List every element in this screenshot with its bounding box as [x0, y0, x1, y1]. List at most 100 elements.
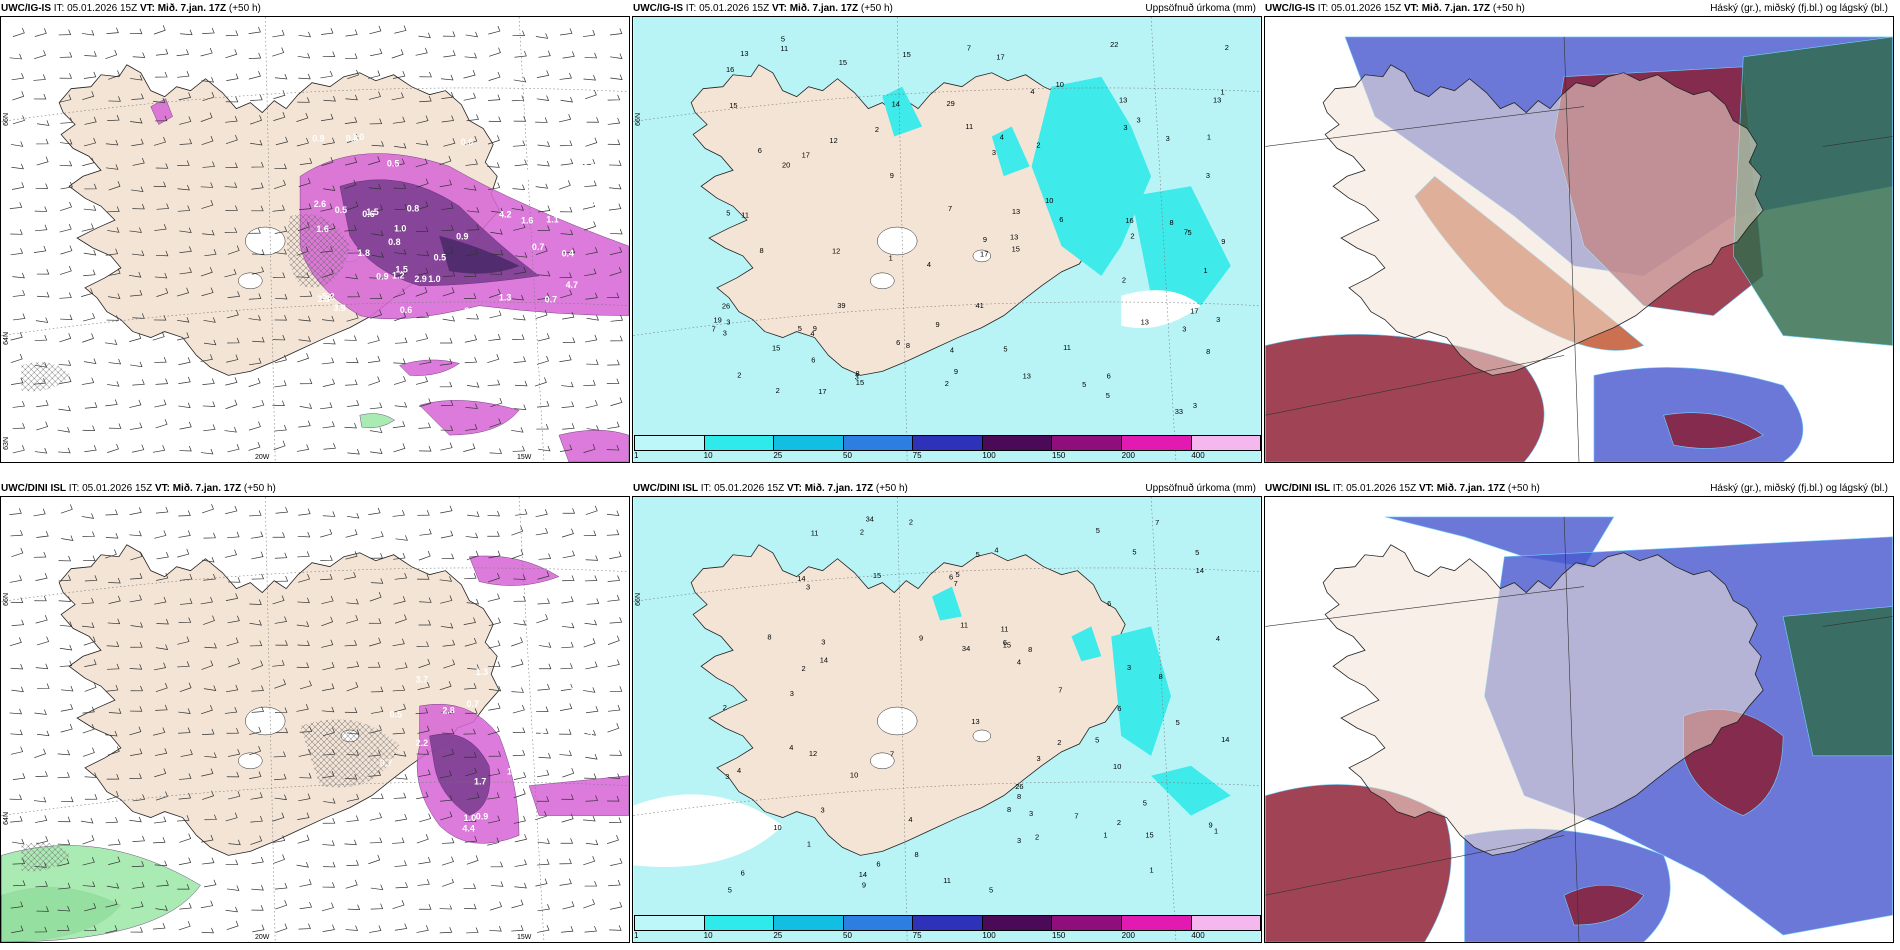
glacier-patch — [870, 752, 895, 770]
precip-value-label: 6 — [1003, 638, 1007, 647]
precip-value-label: 16 — [1125, 216, 1133, 225]
temperature-value-label: 1.3 — [515, 692, 527, 702]
colorbar: 1 10 25 50 75 100 150 200 400 — [634, 435, 1261, 461]
precip-value-label: 6 — [949, 573, 953, 582]
precip-value-label: 9 — [983, 235, 987, 244]
valid-time: VT: Mið. 7.jan. 17Z — [1403, 3, 1491, 14]
precip-value-label: 14 — [1196, 566, 1204, 575]
temperature-value-label: 0.7 — [380, 758, 392, 768]
precip-value-label: 2 — [1122, 276, 1126, 285]
temperature-value-label: 1.1 — [494, 892, 506, 902]
model-name: UWC/IG-IS — [633, 3, 683, 14]
precip-value-label: 4 — [1216, 634, 1220, 643]
dry-area — [1121, 290, 1201, 329]
precip-value-label: 14 — [892, 99, 900, 108]
temperature-value-label: 1.5 — [522, 671, 534, 681]
panel-header: UWC/DINI ISL IT: 05.01.2026 15Z VT: Mið.… — [1, 483, 624, 497]
precip-value-label: 2 — [737, 370, 741, 379]
iceland-landmass — [1322, 64, 1764, 376]
init-time: IT: 05.01.2026 15Z — [683, 3, 772, 14]
graticule — [1, 497, 629, 942]
temperature-value-label: 0.6 — [461, 137, 473, 147]
lead-time: (+50 h) — [1505, 483, 1540, 494]
precip-value-label: 1 — [889, 253, 893, 262]
valid-time: VT: Mið. 7.jan. 17Z — [786, 483, 874, 494]
precip-value-label: 5 — [1132, 548, 1136, 557]
valid-time: VT: Mið. 7.jan. 17Z — [154, 483, 242, 494]
temperature-value-label: 0.3 — [582, 875, 594, 885]
colorbar-swatch — [704, 916, 775, 930]
precip-value-label: 11 — [960, 620, 968, 629]
hatched-area — [21, 842, 72, 872]
precip-value-label: 5 — [1082, 380, 1086, 389]
precip-value-label: 5 — [1195, 548, 1199, 557]
temperature-value-label: 0.3 — [532, 732, 544, 742]
lead-time: (+50 h) — [241, 483, 276, 494]
temperature-value-label: 0.7 — [519, 822, 531, 832]
colorbar-label: 75 — [912, 931, 922, 940]
glacier-patch — [238, 752, 263, 770]
dry-area — [633, 794, 783, 868]
temperature-value-label: 0.6 — [362, 209, 374, 219]
precip-value-label: 13 — [740, 49, 748, 58]
colorbar-label: 10 — [703, 451, 713, 460]
temperature-value-label: 1.2 — [392, 271, 404, 281]
precip-value-label: 2 — [860, 527, 864, 536]
glacier-patch — [245, 706, 286, 736]
map-frame — [1264, 16, 1894, 463]
precip-value-label: 3 — [1036, 754, 1040, 763]
precip-value-label: 3 — [1182, 325, 1186, 334]
lead-time: (+50 h) — [873, 483, 908, 494]
precip-value-label: 9 — [1209, 821, 1213, 830]
precip-value-label: 17 — [1190, 306, 1198, 315]
colorbar-label: 10 — [703, 931, 713, 940]
temperature-value-label: 0.8 — [407, 204, 419, 214]
precip-value-label: 3 — [821, 638, 825, 647]
precip-value-label: 3 — [1127, 663, 1131, 672]
precip-value-label: 8 — [856, 369, 860, 378]
temperature-value-label: 0.9 — [476, 812, 488, 822]
precip-value-label: 8 — [759, 246, 763, 255]
panel-header: UWC/IG-IS IT: 05.01.2026 15Z VT: Mið. 7.… — [1265, 3, 1888, 17]
precip-value-label: 7 — [712, 325, 716, 334]
temperature-value-label: 2.1 — [388, 783, 400, 793]
precip-value-label: 3 — [820, 806, 824, 815]
precip-value-label: 17 — [996, 53, 1004, 62]
map-canvas: 1.31.50.50.71.00.53.71.70.32.85.40.60.3 0… — [1, 497, 629, 942]
wind-barbs — [9, 25, 624, 455]
panel-variable-title: Uppsöfnuð úrkoma (mm) — [1145, 3, 1256, 14]
panel-dini-clouds: UWC/DINI ISL IT: 05.01.2026 15Z VT: Mið.… — [1264, 480, 1894, 943]
colorbar-swatch — [1191, 436, 1261, 450]
colorbar-swatch — [1121, 916, 1192, 930]
temperature-value-label: 1.1 — [507, 766, 519, 776]
precip-value-label: 41 — [975, 301, 983, 310]
temperature-value-label: 1.3 — [499, 293, 511, 303]
precip-value-label: 14 — [797, 574, 805, 583]
colorbar-label: 25 — [773, 931, 783, 940]
temperature-value-label: 1.7 — [527, 776, 539, 786]
precip-value-label: 3 — [1206, 171, 1210, 180]
precip-value-label: 4 — [810, 329, 814, 338]
precip-value-label: 13 — [1213, 96, 1221, 105]
map-frame: 1.3 1.5 0.5 0.7 1.0 0.5 3.7 1.7 0.3 2.8 5.4 0.6 0.3 0… — [0, 496, 630, 943]
temperature-value-label: 2.8 — [442, 705, 454, 715]
panel-dini-temperature: UWC/DINI ISL IT: 05.01.2026 15Z VT: Mið.… — [0, 480, 630, 943]
colorbar-label: 75 — [912, 451, 922, 460]
temperature-value-label: 5.4 — [447, 912, 459, 922]
precip-value-label: 7 — [1184, 228, 1188, 237]
temperature-area — [469, 555, 560, 586]
temperature-value-label: 0.6 — [388, 874, 400, 884]
temperature-value-label: 1.3 — [541, 176, 553, 186]
temperature-value-label: 3.7 — [416, 674, 428, 684]
precip-value-label: 5 — [1095, 735, 1099, 744]
init-time: IT: 05.01.2026 15Z — [1315, 3, 1404, 14]
temperature-value-label: 0.7 — [545, 295, 557, 305]
precip-value-label: 3 — [723, 328, 727, 337]
temperature-value-label: 0.4 — [562, 249, 574, 259]
precip-value-label: 2 — [1036, 141, 1040, 150]
temperature-value-label: 1.1 — [551, 324, 563, 334]
precip-value-label: 13 — [1119, 95, 1127, 104]
temperature-value-label: 1.4 — [545, 744, 557, 754]
temperature-value-label: 4.4 — [462, 823, 474, 833]
precip-value-label: 2 — [1035, 832, 1039, 841]
